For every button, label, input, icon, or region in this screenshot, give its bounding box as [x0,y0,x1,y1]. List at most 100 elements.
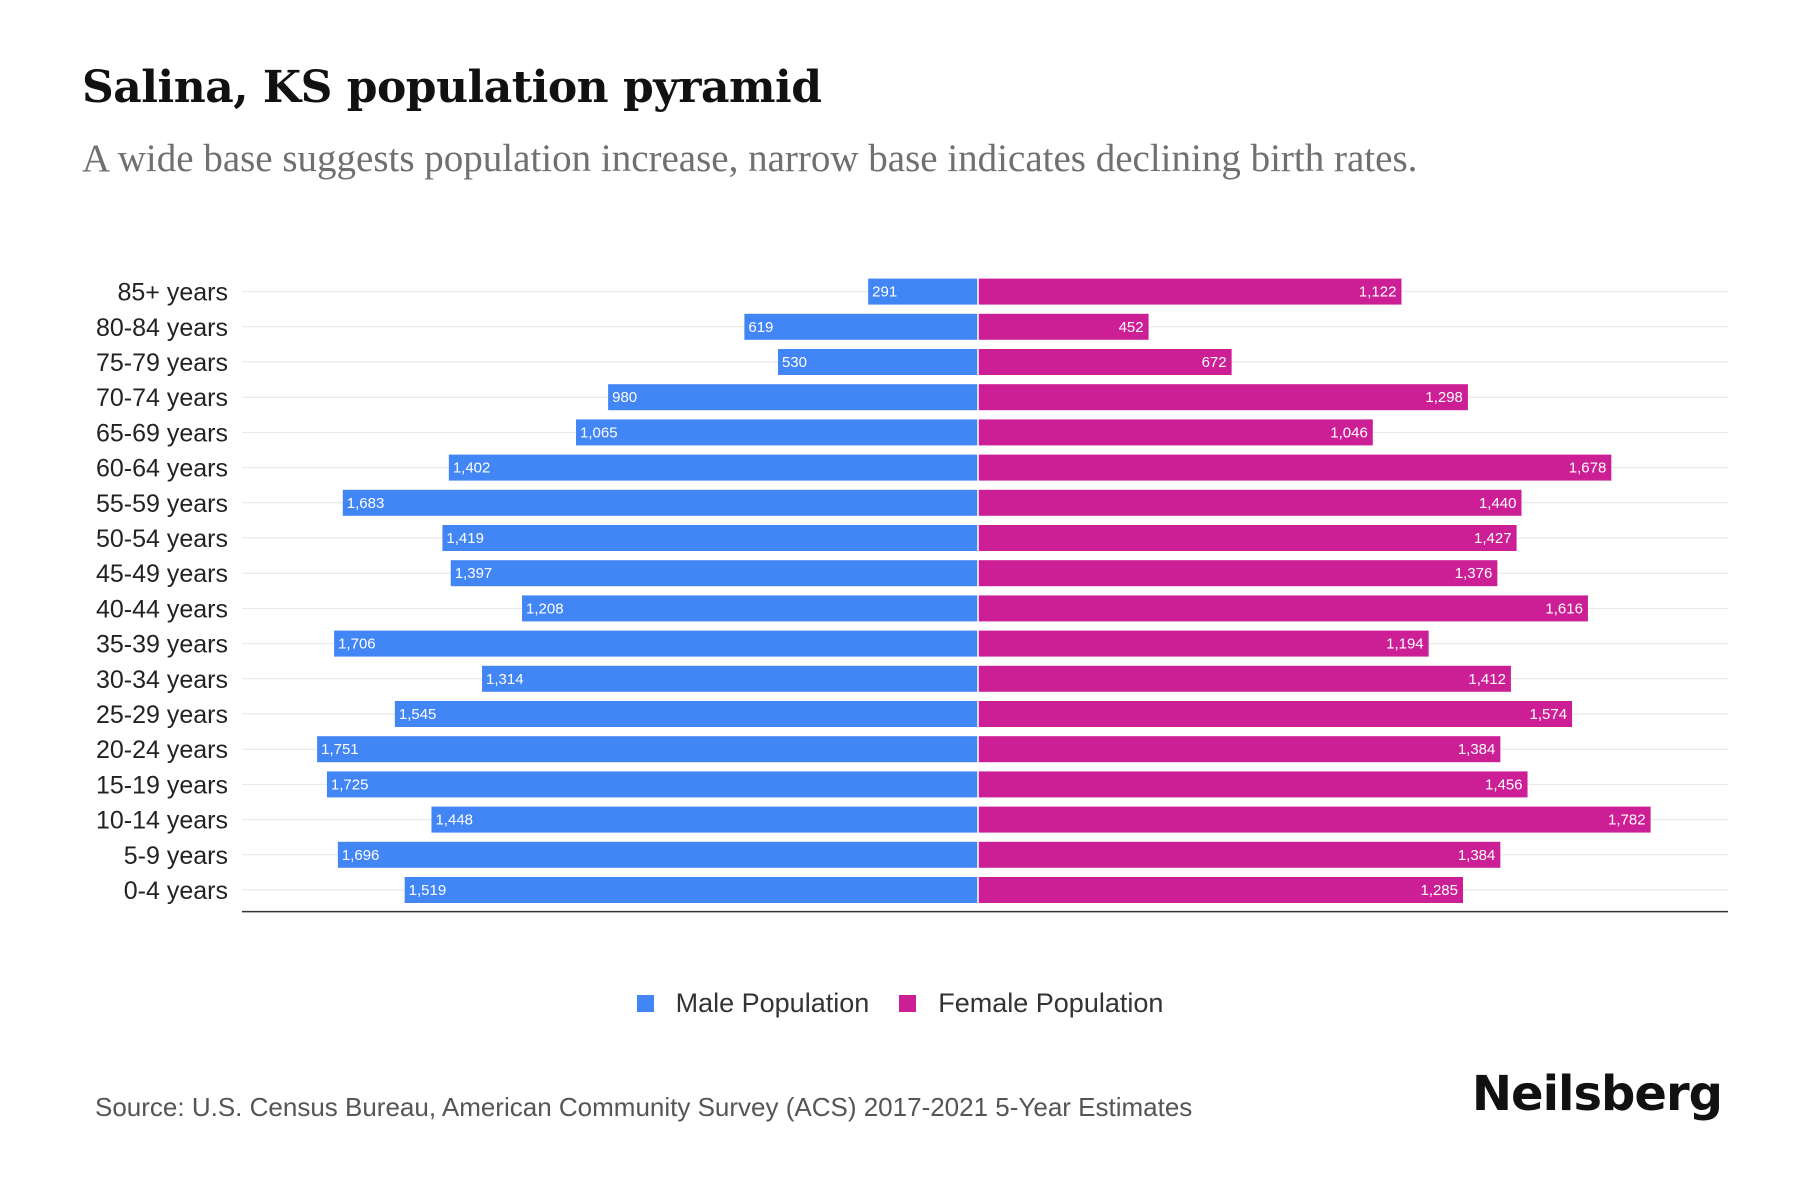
female-value-label: 1,782 [1608,812,1646,829]
age-group-label: 30-34 years [96,666,228,694]
female-value-label: 1,285 [1420,882,1458,899]
female-bar [978,278,1402,305]
male-value-label: 1,751 [321,741,359,758]
female-value-label: 1,376 [1455,565,1493,582]
female-value-label: 1,194 [1386,636,1424,653]
male-bar [317,736,978,763]
female-bar [978,454,1612,481]
age-group-label: 60-64 years [96,455,228,483]
male-value-label: 1,706 [338,636,376,653]
female-bar [978,349,1232,375]
age-group-label: 35-39 years [96,631,228,659]
male-value-label: 530 [782,354,807,371]
female-value-label: 1,456 [1485,776,1523,793]
male-bar [450,560,978,587]
male-swatch-icon [636,995,654,1012]
female-value-label: 672 [1202,354,1227,371]
male-value-label: 1,208 [526,600,564,617]
male-bar [442,525,978,551]
male-value-label: 1,519 [409,882,447,899]
male-bar [431,806,979,833]
female-bar [978,313,1149,340]
female-value-label: 1,122 [1359,284,1397,301]
legend-male-label: Male Population [675,988,870,1018]
source-note: Source: U.S. Census Bureau, American Com… [95,1092,1193,1122]
age-group-label: 25-29 years [96,701,228,729]
female-value-label: 1,440 [1479,495,1517,512]
male-value-label: 1,683 [347,495,385,512]
age-group-label: 15-19 years [96,771,228,799]
male-value-label: 1,397 [455,565,493,582]
age-group-label: 40-44 years [96,595,228,623]
age-group-label: 65-69 years [96,419,228,447]
female-bar [978,841,1501,868]
chart-title: Salina, KS population pyramid [82,62,822,113]
male-bar [868,278,978,305]
female-value-label: 1,616 [1545,600,1583,617]
male-value-label: 1,725 [331,776,369,793]
male-bar [337,841,978,868]
female-value-label: 1,574 [1530,706,1568,723]
chart-subtitle: A wide base suggests population increase… [82,137,1418,180]
female-swatch-icon [899,995,917,1012]
male-bar [744,313,978,340]
male-value-label: 291 [872,284,897,301]
legend-item-male: Male Population [636,988,870,1019]
female-value-label: 1,412 [1468,671,1506,688]
male-bar [576,419,978,446]
female-bar [978,419,1373,446]
age-group-label: 70-74 years [96,384,228,412]
male-bar [334,630,978,657]
male-value-label: 619 [748,319,773,336]
legend-female-label: Female Population [938,988,1164,1018]
age-group-label: 75-79 years [96,349,228,377]
male-value-label: 1,448 [435,812,473,829]
male-value-label: 1,402 [453,460,491,477]
male-value-label: 980 [612,389,637,406]
female-bar [978,560,1498,587]
population-pyramid-chart: 85+ years 291 1,122 80-84 years 619 452 75-79 … [95,278,1728,913]
female-bar [978,525,1517,551]
male-value-label: 1,419 [446,530,484,547]
female-bar [978,489,1522,516]
age-group-label: 20-24 years [96,736,228,764]
female-bar [978,665,1511,692]
female-bar [978,877,1464,903]
female-value-label: 1,384 [1458,741,1496,758]
female-value-label: 1,678 [1569,460,1607,477]
brand-logo: Neilsberg [1471,1066,1723,1122]
male-value-label: 1,314 [486,671,524,688]
age-group-label: 5-9 years [124,842,228,870]
age-group-label: 55-59 years [96,490,228,518]
age-group-label: 85+ years [118,279,229,307]
chart-legend: Male Population Female Population [0,988,1800,1019]
female-value-label: 1,298 [1425,389,1463,406]
male-bar [482,665,978,692]
female-value-label: 1,384 [1458,847,1496,864]
female-bar [978,384,1468,411]
age-group-label: 45-49 years [96,560,228,588]
female-bar [978,630,1429,657]
male-bar [326,771,978,798]
female-value-label: 1,046 [1330,424,1368,441]
female-bar [978,771,1528,798]
male-bar [522,595,978,622]
female-bar [978,701,1573,727]
male-value-label: 1,545 [399,706,437,723]
male-bar [404,877,978,903]
male-bar [342,489,978,516]
male-value-label: 1,696 [342,847,380,864]
male-value-label: 1,065 [580,424,618,441]
male-bar [608,384,978,411]
age-group-label: 0-4 years [124,877,228,905]
age-group-label: 50-54 years [96,525,228,553]
age-group-label: 10-14 years [96,807,228,835]
female-bar [978,806,1651,833]
female-bar [978,595,1588,622]
age-group-label: 80-84 years [96,314,228,342]
female-value-label: 1,427 [1474,530,1512,547]
female-value-label: 452 [1119,319,1144,336]
male-bar [777,349,978,375]
male-bar [448,454,979,481]
female-bar [978,736,1501,763]
